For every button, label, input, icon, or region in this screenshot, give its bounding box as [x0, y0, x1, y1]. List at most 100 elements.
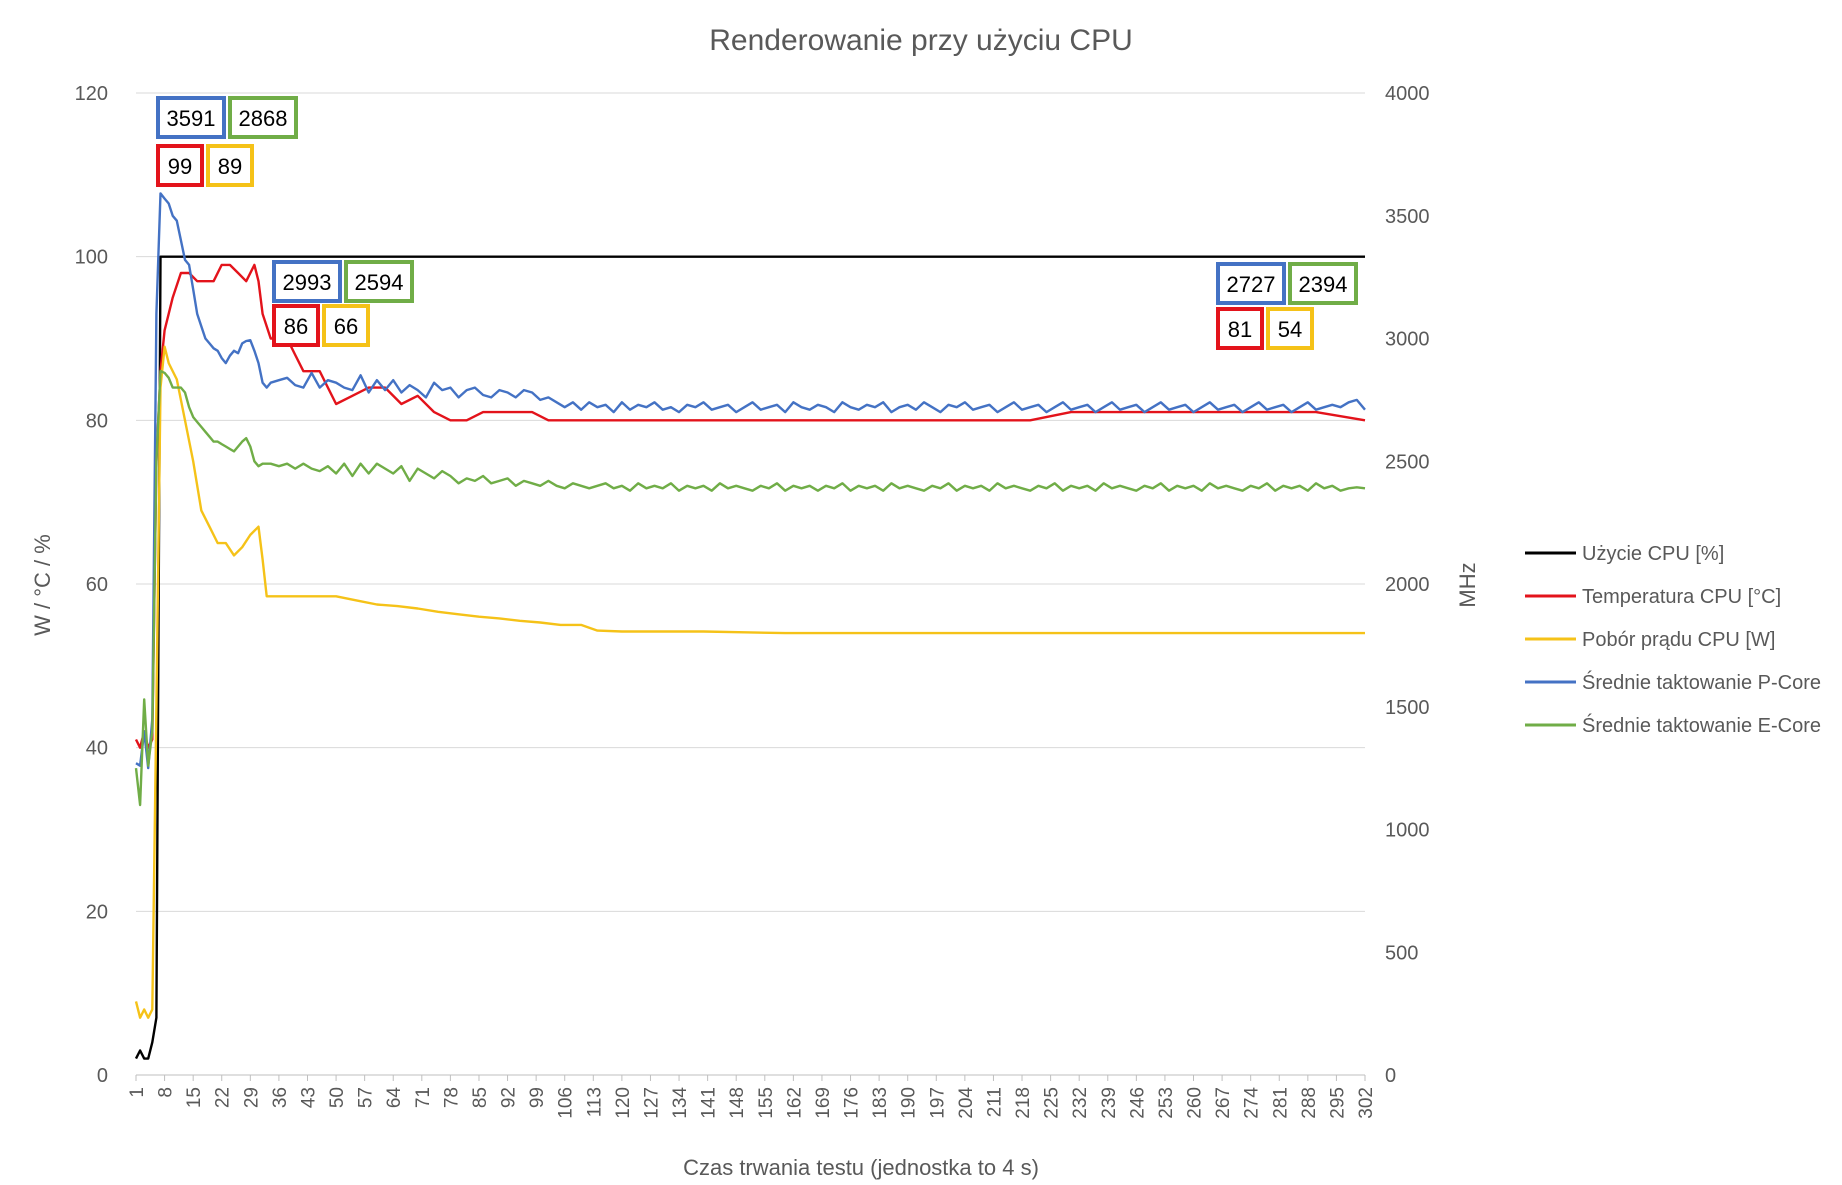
annotation-value: 2727 [1227, 272, 1276, 297]
x-tick-label: 274 [1242, 1087, 1263, 1119]
y-right-tick-label: 500 [1385, 942, 1418, 964]
y-left-tick-label: 60 [86, 574, 108, 596]
x-tick-label: 92 [499, 1087, 520, 1108]
y-right-tick-label: 2500 [1385, 451, 1430, 473]
x-tick-label: 1 [127, 1087, 148, 1098]
x-tick-label: 281 [1270, 1087, 1291, 1119]
annotation-value: 2594 [355, 270, 404, 295]
y-right-tick-label: 3500 [1385, 206, 1430, 228]
x-tick-label: 225 [1042, 1087, 1063, 1119]
annotation-box [322, 304, 370, 347]
x-tick-label: 148 [727, 1087, 748, 1119]
x-tick-label: 99 [527, 1087, 548, 1108]
annotation-value: 66 [334, 314, 358, 339]
y-right-tick-label: 4000 [1385, 83, 1430, 105]
annotation-value: 54 [1278, 317, 1302, 342]
x-tick-label: 8 [156, 1087, 177, 1098]
annotation-box [272, 304, 320, 347]
x-tick-label: 36 [270, 1087, 291, 1108]
x-tick-label: 302 [1356, 1087, 1377, 1119]
chart-title: Renderowanie przy użyciu CPU [709, 24, 1133, 57]
y-left-tick-label: 0 [97, 1065, 108, 1087]
x-tick-label: 183 [870, 1087, 891, 1119]
x-tick-label: 260 [1185, 1087, 1206, 1119]
y-right-tick-label: 2000 [1385, 574, 1430, 596]
annotation-box [344, 260, 414, 303]
x-tick-label: 253 [1156, 1087, 1177, 1119]
x-tick-label: 71 [413, 1087, 434, 1108]
annotation-value: 2868 [239, 106, 288, 131]
x-tick-label: 134 [670, 1087, 691, 1119]
series-line-temp [134, 263, 1366, 749]
y-left-tick-label: 40 [86, 738, 108, 760]
x-tick-label: 29 [241, 1087, 262, 1108]
y-right-tick-label: 3000 [1385, 329, 1430, 351]
x-tick-label: 127 [641, 1087, 662, 1119]
y-axis-left-title: W / °C / % [30, 534, 55, 636]
x-tick-label: 15 [184, 1087, 205, 1108]
x-tick-label: 43 [298, 1087, 319, 1108]
x-tick-label: 197 [927, 1087, 948, 1119]
x-tick-label: 246 [1127, 1087, 1148, 1119]
y-right-tick-label: 0 [1385, 1065, 1396, 1087]
y-left-tick-label: 80 [86, 410, 108, 432]
y-right-tick-label: 1000 [1385, 820, 1430, 842]
y-left-tick-label: 100 [75, 247, 108, 269]
x-tick-label: 85 [470, 1087, 491, 1108]
annotation-box [1216, 262, 1286, 305]
annotation-value: 3591 [167, 106, 216, 131]
annotation-value: 2394 [1299, 272, 1348, 297]
x-tick-label: 50 [327, 1087, 348, 1108]
series-lines [134, 192, 1366, 1060]
x-axis-title: Czas trwania testu (jednostka to 4 s) [683, 1155, 1039, 1180]
annotation-box [1266, 307, 1314, 350]
annotation-box [1288, 262, 1358, 305]
y-left-tick-label: 120 [75, 83, 108, 105]
x-tick-label: 22 [213, 1087, 234, 1108]
y-right-tick-label: 1500 [1385, 697, 1430, 719]
annotation-box [156, 96, 226, 139]
annotation-value: 2993 [283, 270, 332, 295]
x-tick-label: 169 [813, 1087, 834, 1119]
x-tick-label: 176 [842, 1087, 863, 1119]
x-tick-label: 113 [584, 1087, 605, 1117]
legend-label-pcore: Średnie taktowanie P-Core [1582, 670, 1821, 694]
annotation-box [156, 144, 204, 187]
x-tick-label: 204 [956, 1087, 977, 1119]
annotation-value: 86 [284, 314, 308, 339]
series-line-power [134, 345, 1365, 1019]
x-tick-label: 267 [1213, 1087, 1234, 1119]
legend-label-ecore: Średnie taktowanie E-Core [1582, 713, 1821, 737]
x-tick-label: 239 [1099, 1087, 1120, 1119]
x-tick-label: 64 [384, 1087, 405, 1109]
x-tick-label: 106 [556, 1087, 577, 1119]
x-tick-label: 232 [1070, 1087, 1091, 1119]
annotation-box [206, 144, 254, 187]
axes: 0 20 40 60 80 100 120 0 500 1000 1500 2000 2500 3000 3… [75, 83, 1430, 1119]
x-tick-label: 57 [356, 1087, 377, 1108]
x-tick-label: 295 [1327, 1087, 1348, 1119]
annotation-value: 89 [218, 154, 242, 179]
x-tick-label: 141 [699, 1087, 720, 1119]
series-line-pcore [135, 192, 1366, 770]
annotation-box [228, 96, 298, 139]
x-tick-label: 78 [441, 1087, 462, 1108]
value-annotations: 3591 2868 99 89 2993 2594 86 66 2727 2394 81 54 [156, 96, 1358, 350]
annotation-value: 81 [1228, 317, 1252, 342]
x-tick-label: 218 [1013, 1087, 1034, 1119]
annotation-box [272, 260, 342, 303]
x-tick-label: 190 [899, 1087, 920, 1119]
x-tick-label: 155 [756, 1087, 777, 1119]
annotation-box [1216, 307, 1264, 350]
x-tick-label: 120 [613, 1087, 634, 1119]
series-line-ecore [134, 369, 1366, 807]
x-tick-label: 211 [984, 1087, 1005, 1117]
legend-label-power: Pobór prądu CPU [W] [1582, 629, 1775, 651]
y-axis-right-title: MHz [1455, 562, 1480, 607]
x-tick-label: 162 [784, 1087, 805, 1119]
legend-label-temp: Temperatura CPU [°C] [1582, 586, 1781, 608]
legend-label-usage: Użycie CPU [%] [1582, 543, 1724, 565]
